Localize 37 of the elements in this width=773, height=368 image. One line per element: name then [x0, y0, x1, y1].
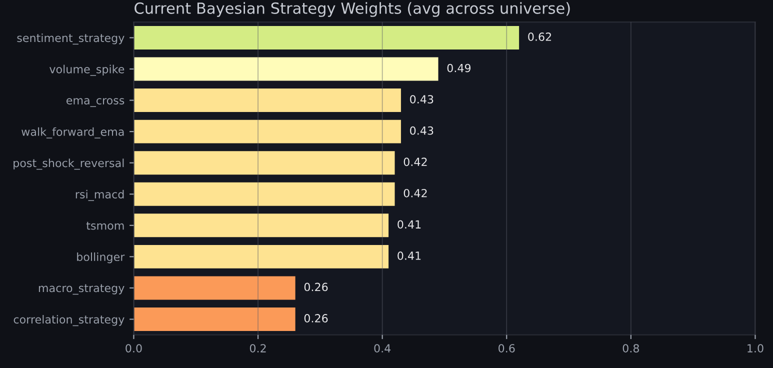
y-tick-label: macro_strategy	[38, 284, 124, 295]
bar	[134, 182, 395, 206]
y-tick-label: walk_forward_ema	[22, 127, 124, 138]
bar	[134, 120, 401, 144]
y-tick-label: ema_cross	[66, 98, 124, 107]
data-label: 0.26	[304, 314, 328, 322]
x-tick-label: 0.6	[498, 344, 515, 353]
bar	[134, 57, 438, 81]
y-tick-label: correlation_strategy	[14, 315, 124, 326]
x-tick-label: 0.4	[374, 344, 391, 353]
bar	[134, 308, 296, 331]
y-tick-label: rsi_macd	[76, 190, 124, 201]
x-tick-label: 0.8	[622, 344, 639, 353]
x-tick-label: 0.2	[250, 344, 266, 353]
y-tick-label: post_shock_reversal	[14, 158, 124, 170]
bar	[134, 151, 395, 175]
bar	[134, 88, 401, 112]
y-tick-label: sentiment_strategy	[17, 34, 124, 45]
y-tick-label: bollinger	[77, 252, 125, 264]
data-label: 0.42	[404, 158, 427, 166]
data-label: 0.62	[528, 32, 552, 41]
data-label: 0.49	[447, 64, 471, 72]
x-tick-label: 1.0	[748, 344, 764, 353]
data-label: 0.41	[398, 252, 421, 260]
y-tick-label: volume_spike	[50, 64, 124, 76]
bar	[134, 244, 389, 268]
bar	[134, 26, 520, 50]
y-tick-label: tsmom	[86, 222, 124, 230]
bar	[134, 276, 296, 300]
data-label: 0.42	[404, 188, 427, 198]
data-label: 0.26	[304, 282, 328, 292]
chart-title: Current Bayesian Strategy Weights (avg across universe)	[134, 2, 570, 17]
bar	[134, 214, 389, 238]
data-label: 0.41	[398, 220, 421, 229]
data-label: 0.43	[410, 126, 434, 135]
x-tick-label: 0.0	[126, 344, 142, 353]
data-label: 0.43	[410, 95, 434, 104]
